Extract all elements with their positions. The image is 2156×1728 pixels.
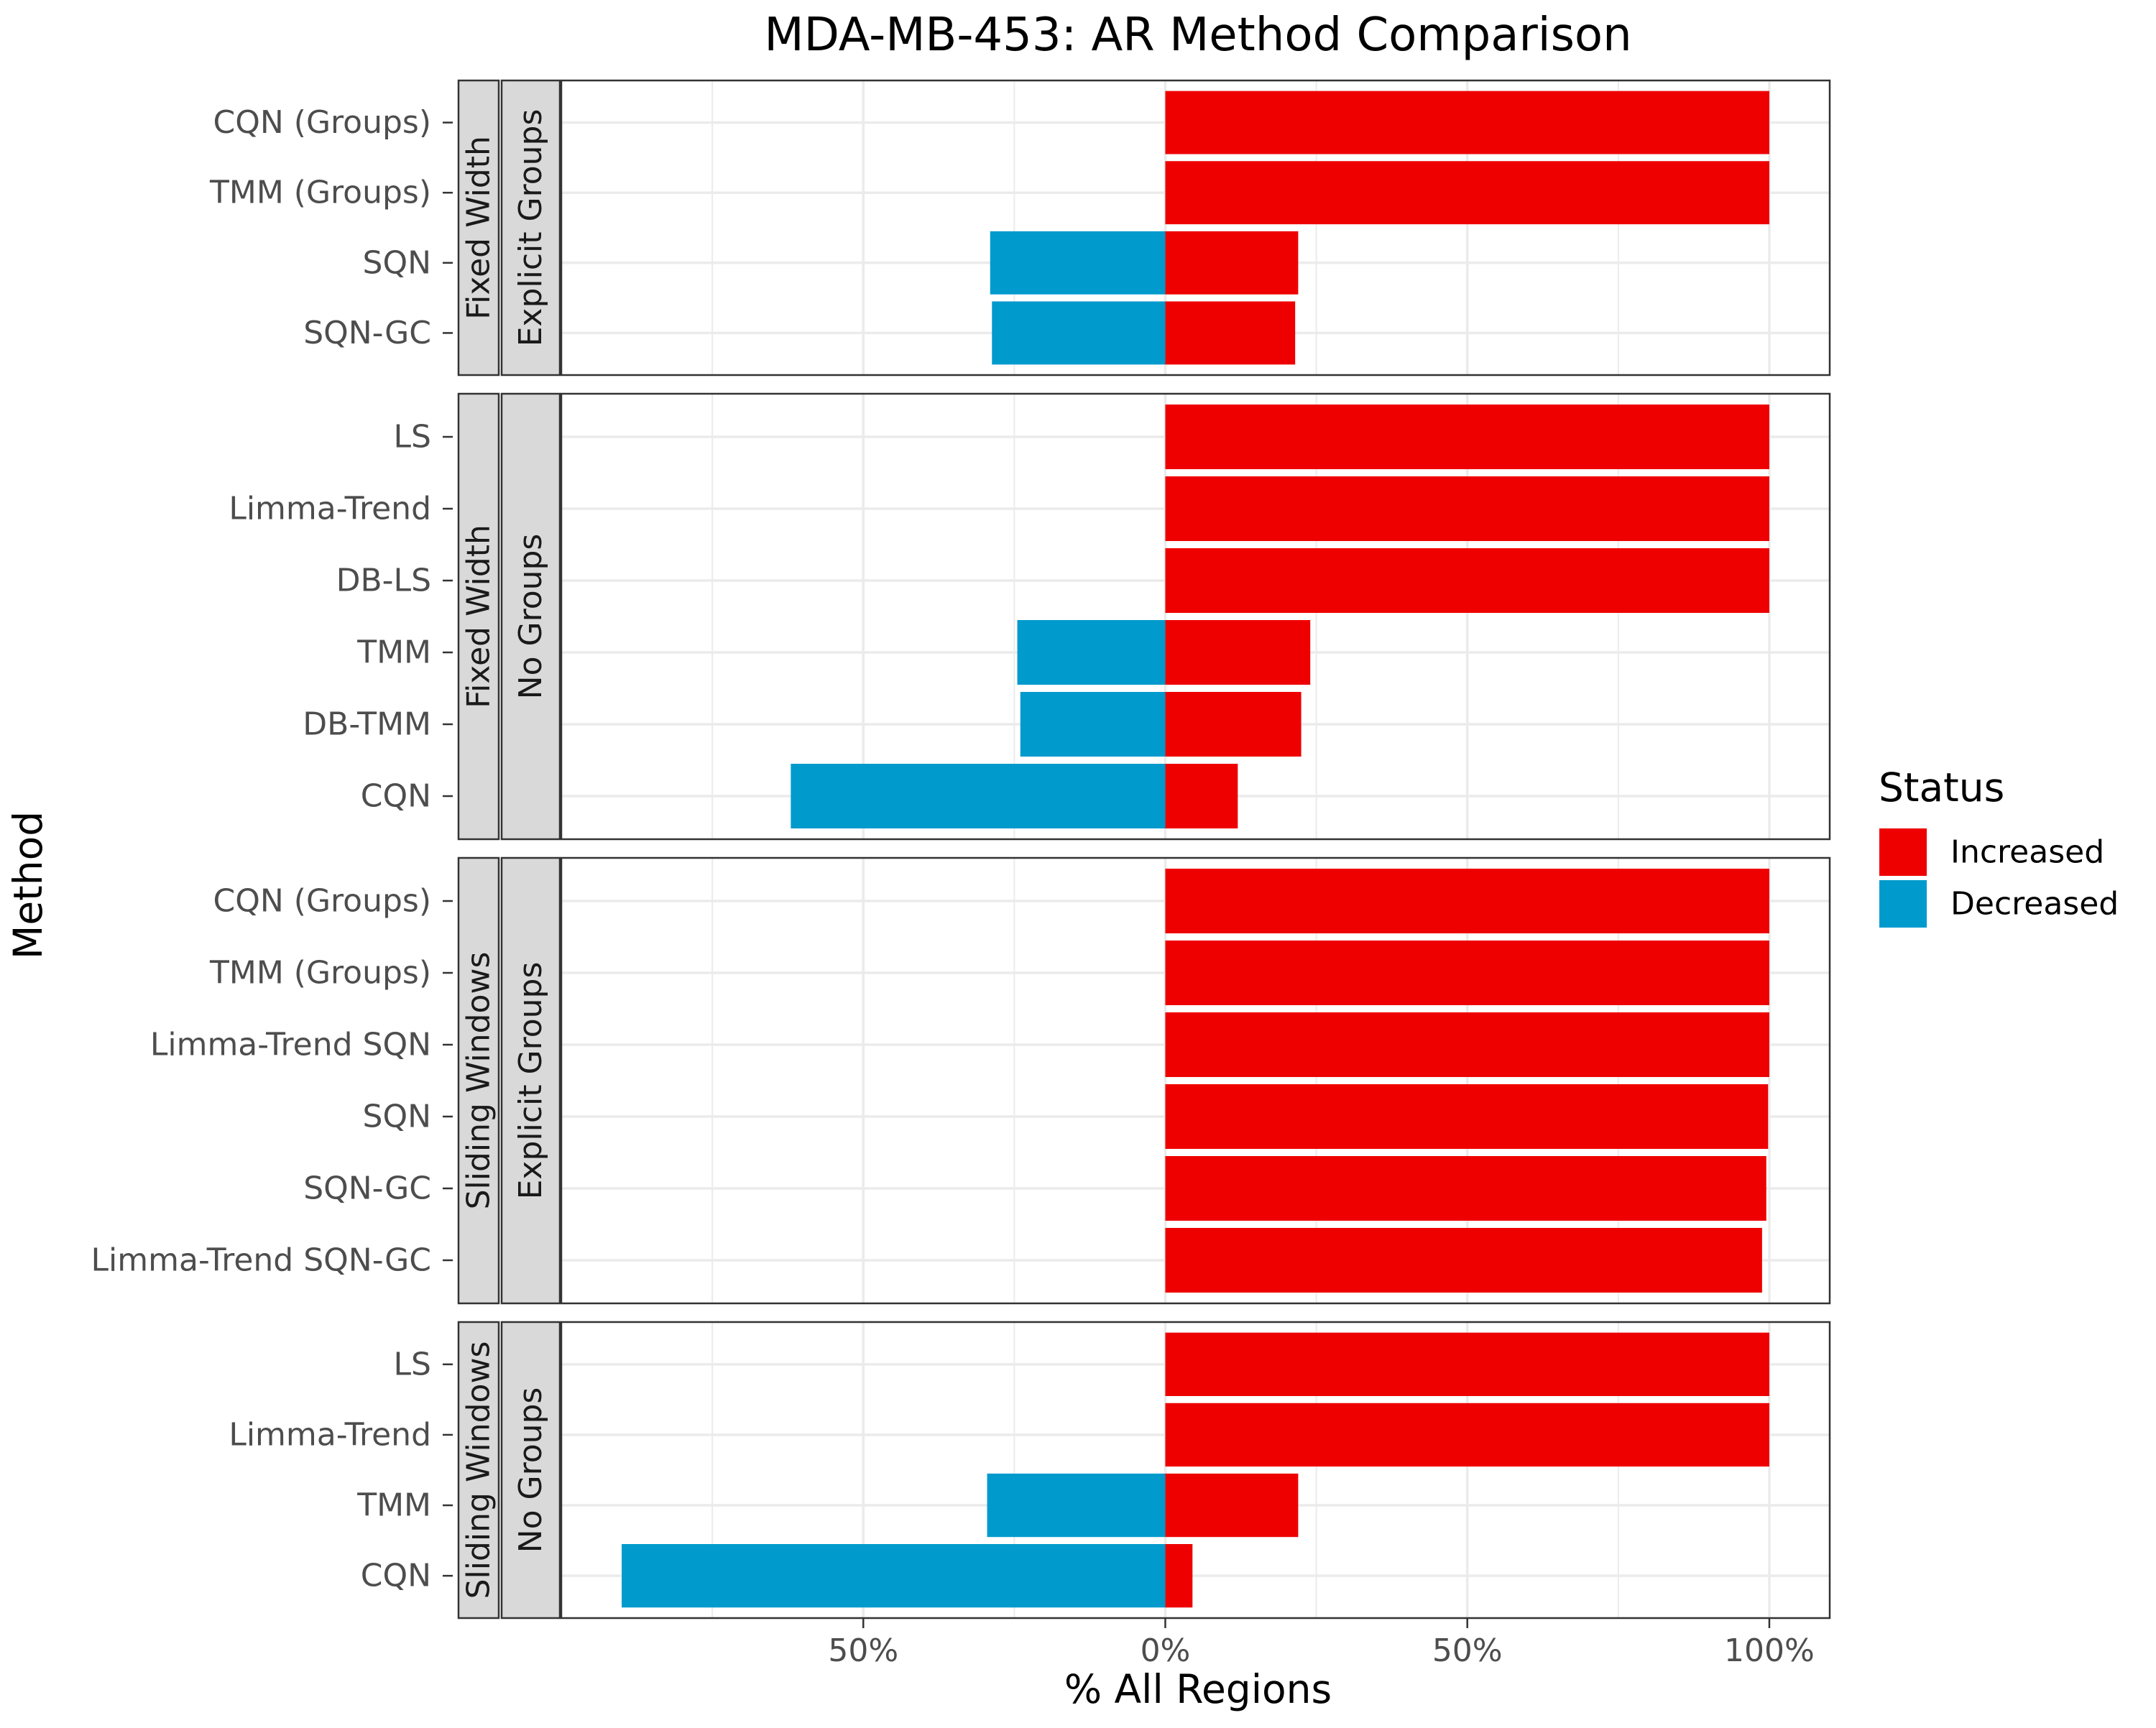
bar-increased xyxy=(1165,1156,1766,1221)
bar-increased xyxy=(1165,692,1302,757)
bar-increased xyxy=(1165,301,1296,365)
bar-increased xyxy=(1165,161,1769,225)
bar-increased xyxy=(1165,231,1299,295)
y-tick-label: SQN-GC xyxy=(303,1170,431,1207)
facet-panel: Fixed Width No Groups LS Limma-Trend DB-LS T… xyxy=(229,392,1831,841)
y-tick-label: DB-LS xyxy=(336,563,431,599)
y-tick-label: TMM (Groups) xyxy=(209,175,431,211)
y-tick-label: CQN (Groups) xyxy=(213,883,431,920)
bar-increased xyxy=(1165,620,1311,685)
chart-title: MDA-MB-453: AR Method Comparison xyxy=(764,9,1631,62)
bar-decreased xyxy=(622,1544,1166,1608)
y-tick-label: Limma-Trend SQN xyxy=(150,1027,431,1063)
y-tick-label: TMM xyxy=(356,634,431,671)
facet-strip-label: Sliding Windows xyxy=(461,1341,497,1599)
y-tick-label: SQN xyxy=(363,1099,431,1135)
bar-increased xyxy=(1165,1332,1769,1396)
facet-strip-label: Explicit Groups xyxy=(512,962,549,1200)
facet-strip-outer xyxy=(457,392,500,841)
facet-strip-outer xyxy=(457,79,500,376)
panel-border xyxy=(560,79,1831,376)
bar-increased xyxy=(1165,941,1769,1005)
bar-increased xyxy=(1165,1228,1762,1293)
legend-label: Increased xyxy=(1950,834,2104,871)
legend-key xyxy=(1878,827,1928,877)
bar-increased xyxy=(1165,548,1769,613)
x-tick-label: 50% xyxy=(828,1632,898,1669)
facet-strip-label: No Groups xyxy=(512,534,549,700)
x-tick-label: 100% xyxy=(1724,1632,1815,1669)
bar-decreased xyxy=(992,301,1166,365)
bar-increased xyxy=(1165,1544,1193,1608)
panel-border xyxy=(560,1321,1831,1620)
bar-increased xyxy=(1165,91,1769,154)
y-tick-label: CQN xyxy=(361,1558,431,1594)
y-tick-label: Limma-Trend xyxy=(229,1416,431,1453)
facet-panel: Fixed Width Explicit Groups CQN (Groups) TM… xyxy=(209,79,1831,376)
y-tick-label: CQN xyxy=(361,778,431,815)
legend-key xyxy=(1878,879,1928,929)
facet-strip-outer xyxy=(457,856,500,1305)
bar-increased xyxy=(1165,1012,1769,1077)
facet-strip-inner xyxy=(500,79,561,376)
facet-strip-inner xyxy=(500,392,561,841)
legend: Status Increased Decreased xyxy=(1878,764,2119,929)
bar-increased xyxy=(1165,764,1238,828)
panel-border xyxy=(560,856,1831,1305)
facet-panel: Sliding Windows Explicit Groups CQN (Group… xyxy=(91,856,1831,1305)
bar-increased xyxy=(1165,405,1769,469)
bar-increased xyxy=(1165,476,1769,541)
bar-decreased xyxy=(987,1473,1166,1538)
y-tick-label: SQN xyxy=(363,244,431,281)
bar-decreased xyxy=(791,764,1166,828)
y-tick-label: TMM xyxy=(356,1487,431,1524)
facet-strip-label: Fixed Width xyxy=(461,525,497,708)
bar-decreased xyxy=(990,231,1166,295)
legend-title: Status xyxy=(1879,764,2004,810)
facet-strip-label: Sliding Windows xyxy=(461,952,497,1210)
facet-panels: Fixed Width Explicit Groups CQN (Groups) TM… xyxy=(91,79,1831,1620)
facet-strip-inner xyxy=(500,856,561,1305)
y-tick-label: SQN-GC xyxy=(303,315,431,351)
legend-label: Decreased xyxy=(1950,886,2119,923)
bar-decreased xyxy=(1017,620,1166,685)
facet-strip-label: Fixed Width xyxy=(461,136,497,320)
y-axis-title: Method xyxy=(5,811,51,959)
bar-decreased xyxy=(1020,692,1166,757)
y-tick-label: DB-TMM xyxy=(303,706,431,743)
y-tick-label: TMM (Groups) xyxy=(209,955,431,992)
x-axis-ticks: 50% 0% 50% 100% xyxy=(828,1618,1815,1669)
panel-border xyxy=(560,392,1831,841)
y-tick-label: LS xyxy=(394,1346,431,1382)
x-tick-label: 50% xyxy=(1432,1632,1503,1669)
bar-increased xyxy=(1165,1403,1769,1467)
y-tick-label: LS xyxy=(394,419,431,456)
bar-increased xyxy=(1165,1084,1769,1149)
x-axis-title: % All Regions xyxy=(1064,1666,1332,1712)
y-tick-label: Limma-Trend SQN-GC xyxy=(91,1242,431,1279)
x-tick-label: 0% xyxy=(1141,1632,1191,1669)
facet-strip-outer xyxy=(457,1321,500,1620)
y-tick-label: CQN (Groups) xyxy=(213,104,431,141)
facet-panel: Sliding Windows No Groups LS Limma-Trend TM… xyxy=(229,1321,1831,1620)
bar-increased xyxy=(1165,1473,1299,1538)
facet-strip-label: No Groups xyxy=(512,1387,549,1553)
y-tick-label: Limma-Trend xyxy=(229,491,431,527)
bar-increased xyxy=(1165,869,1769,933)
facet-strip-inner xyxy=(500,1321,561,1620)
facet-strip-label: Explicit Groups xyxy=(512,109,549,347)
